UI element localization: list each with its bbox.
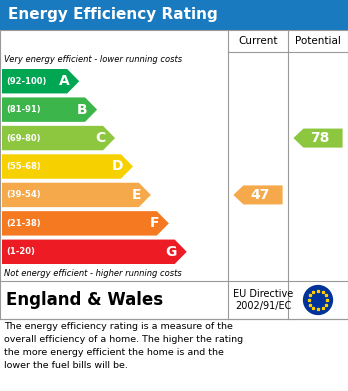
Polygon shape — [2, 97, 97, 122]
Text: Potential: Potential — [295, 36, 341, 46]
Polygon shape — [2, 183, 151, 207]
Text: (39-54): (39-54) — [6, 190, 41, 199]
Polygon shape — [2, 69, 79, 93]
Text: (81-91): (81-91) — [6, 105, 41, 114]
Text: C: C — [95, 131, 105, 145]
Polygon shape — [2, 240, 187, 264]
Text: (92-100): (92-100) — [6, 77, 46, 86]
Polygon shape — [234, 185, 283, 204]
Text: 78: 78 — [310, 131, 330, 145]
Polygon shape — [2, 211, 169, 235]
Text: Energy Efficiency Rating: Energy Efficiency Rating — [8, 7, 218, 23]
Text: (55-68): (55-68) — [6, 162, 41, 171]
Text: F: F — [149, 216, 159, 230]
Polygon shape — [2, 154, 133, 179]
Polygon shape — [2, 126, 115, 150]
Text: (1-20): (1-20) — [6, 247, 35, 256]
Text: The energy efficiency rating is a measure of the
overall efficiency of a home. T: The energy efficiency rating is a measur… — [4, 322, 243, 369]
Text: (69-80): (69-80) — [6, 134, 40, 143]
Text: Not energy efficient - higher running costs: Not energy efficient - higher running co… — [4, 269, 182, 278]
Text: EU Directive
2002/91/EC: EU Directive 2002/91/EC — [233, 289, 293, 311]
Text: England & Wales: England & Wales — [6, 291, 163, 309]
Text: 47: 47 — [250, 188, 270, 202]
Bar — [0, 30, 348, 319]
Text: Current: Current — [238, 36, 278, 46]
Circle shape — [303, 285, 332, 314]
Text: (21-38): (21-38) — [6, 219, 41, 228]
Text: A: A — [58, 74, 69, 88]
Bar — [0, 0, 348, 30]
Text: E: E — [132, 188, 141, 202]
Text: Very energy efficient - lower running costs: Very energy efficient - lower running co… — [4, 56, 182, 65]
Text: B: B — [77, 103, 87, 117]
Polygon shape — [293, 129, 342, 147]
Text: G: G — [165, 245, 177, 259]
Text: D: D — [111, 160, 123, 174]
